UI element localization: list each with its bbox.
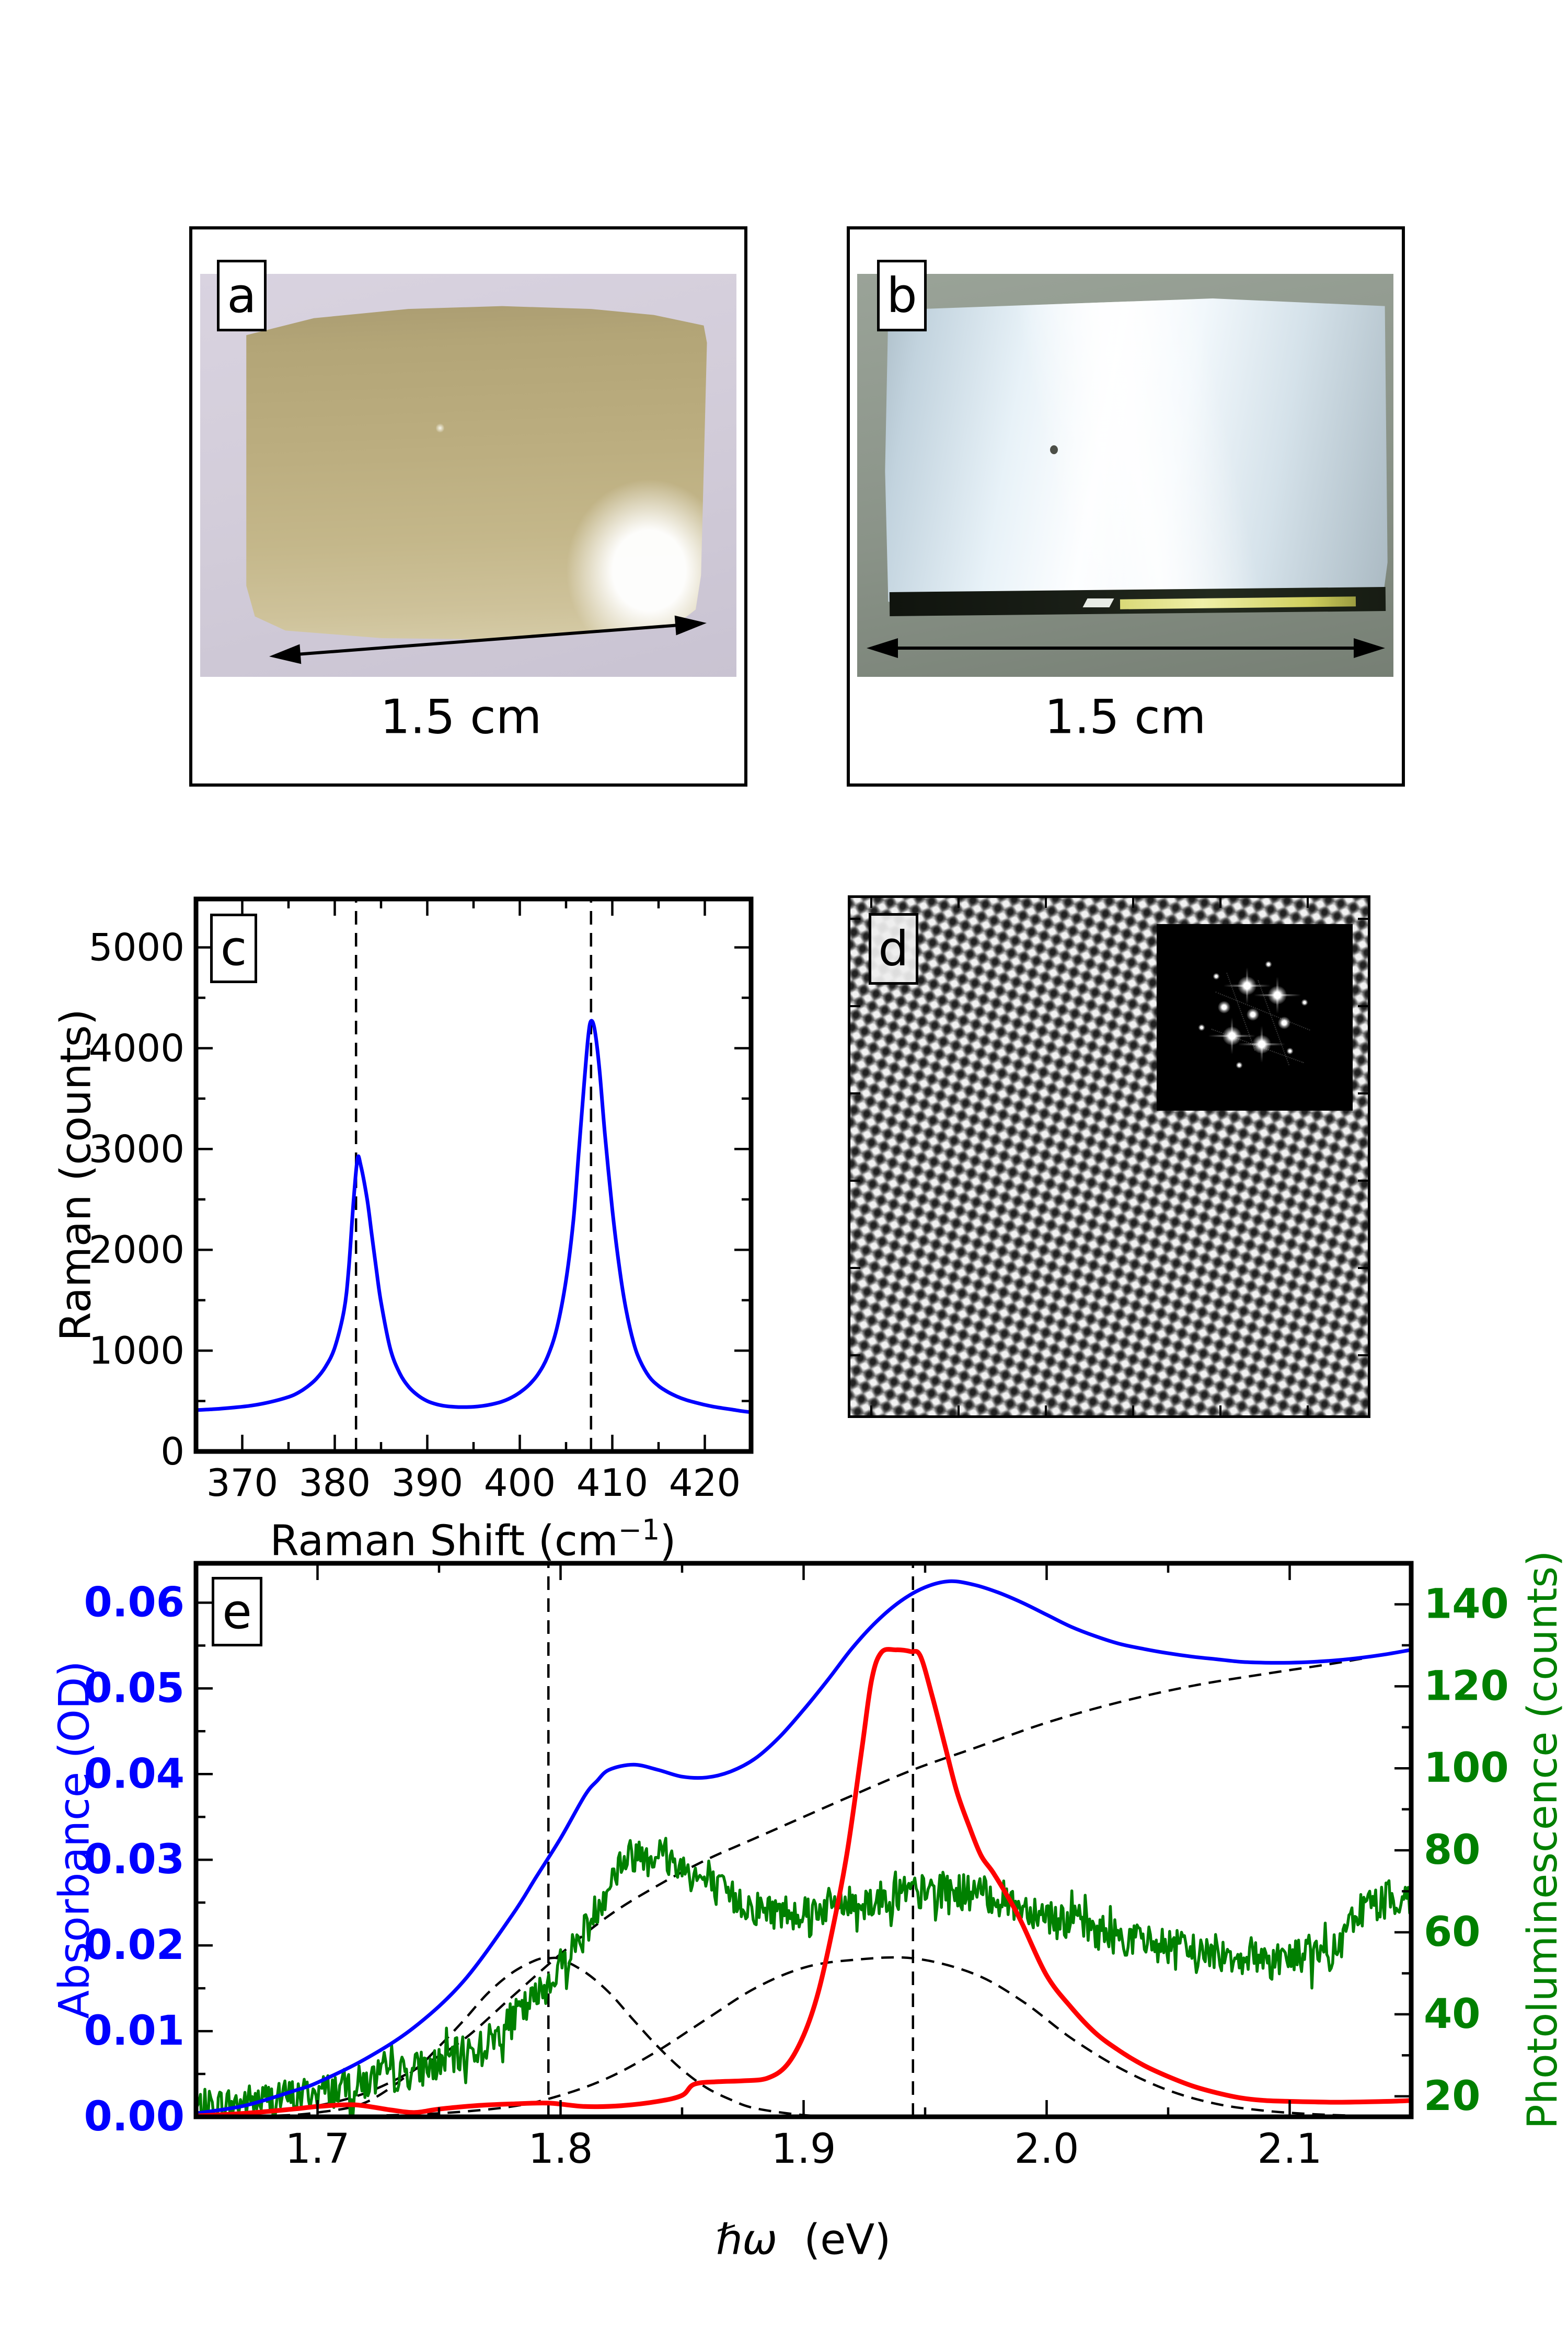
svg-text:0.02: 0.02 <box>84 1922 185 1969</box>
fit-gauss-2 <box>366 1956 1411 2117</box>
fft-spot-glint <box>1231 1018 1233 1055</box>
fft-diffraction-spot <box>1218 1000 1231 1013</box>
panel-d-stem-image <box>848 895 1370 1418</box>
panel-c-xlabel: Raman Shift (cm−1) <box>270 1514 676 1565</box>
panel-c-xlabel-close: ) <box>660 1516 676 1565</box>
fft-diffraction-spot <box>1213 973 1220 980</box>
svg-text:100: 100 <box>1424 1745 1509 1792</box>
svg-text:20: 20 <box>1424 2073 1481 2120</box>
fft-diffraction-spot <box>1301 999 1308 1006</box>
panel-e-xlabel-unit: (eV) <box>804 2215 891 2264</box>
svg-text:370: 370 <box>206 1461 278 1505</box>
panel-e-letter-box: e <box>212 1577 262 1646</box>
fft-inset <box>1157 924 1353 1111</box>
panel-a-box <box>189 226 747 787</box>
dust-dot <box>1050 445 1058 454</box>
svg-text:60: 60 <box>1424 1909 1481 1956</box>
panel-a-letter-box: a <box>217 260 267 331</box>
svg-text:80: 80 <box>1424 1827 1481 1874</box>
mirror-sheen <box>885 298 1388 612</box>
panel-c-tick-labels: 370 380 390 400 410 420 0 1000 2000 3000 4000 5000 <box>89 926 741 1505</box>
svg-text:5000: 5000 <box>89 926 185 970</box>
svg-text:4000: 4000 <box>89 1026 185 1070</box>
svg-text:380: 380 <box>299 1461 371 1505</box>
panel-a-photo <box>200 274 736 677</box>
fit-gauss-1 <box>196 1956 852 2117</box>
raman-spectrum <box>196 1019 751 1414</box>
fft-diffraction-spot <box>1286 1047 1294 1055</box>
fft-diffraction-spot <box>1236 1062 1242 1069</box>
panel-d-ticks <box>848 895 1370 1418</box>
panel-c-letter: c <box>220 920 247 976</box>
pl-green-noisy <box>196 1837 1411 2117</box>
fft-spot-glint <box>1276 976 1278 1013</box>
svg-text:0.01: 0.01 <box>84 2008 185 2055</box>
svg-text:120: 120 <box>1424 1663 1509 1710</box>
fft-spot-glint <box>1260 1026 1263 1063</box>
panel-e-ticks <box>196 1563 1411 2118</box>
panel-b-scale-text: 1.5 cm <box>1044 689 1206 745</box>
panel-c-xlabel-main: Raman Shift (cm <box>270 1516 618 1565</box>
fft-diffraction-spot <box>1246 1008 1259 1021</box>
panel-e-chart: 1.7 1.8 1.9 2.0 2.1 0.00 0.01 0.02 0.03 0.04 0.05 0… <box>84 1561 1509 2173</box>
svg-text:0.04: 0.04 <box>84 1750 185 1797</box>
svg-text:390: 390 <box>391 1461 463 1505</box>
fft-spot-glint <box>1246 967 1248 1004</box>
svg-text:0.05: 0.05 <box>84 1665 185 1712</box>
svg-text:0: 0 <box>160 1429 185 1473</box>
panel-e-xlabel: ℏω (eV) <box>716 2216 891 2264</box>
panel-d-letter-box: d <box>869 913 918 985</box>
pl-red <box>196 1647 1411 2117</box>
fft-diffraction-spot <box>1265 961 1272 968</box>
panel-e-xlabel-math: ℏω <box>716 2215 778 2264</box>
panel-a-scale-arrow <box>269 615 707 664</box>
panel-b-letter: b <box>886 268 917 324</box>
svg-text:0.03: 0.03 <box>84 1836 185 1883</box>
svg-text:40: 40 <box>1424 1991 1481 2038</box>
fft-diffraction-spot <box>1277 1017 1290 1030</box>
fit-background <box>196 1648 1411 2116</box>
sample-transparent-film <box>246 306 707 640</box>
fft-diffraction-spot <box>1198 1024 1205 1031</box>
panel-b-box <box>847 226 1405 787</box>
svg-text:420: 420 <box>669 1461 741 1505</box>
svg-text:3000: 3000 <box>89 1127 185 1171</box>
svg-text:410: 410 <box>577 1461 648 1505</box>
panel-c-letter-box: c <box>210 914 257 983</box>
panel-e-tick-labels: 1.7 1.8 1.9 2.0 2.1 0.00 0.01 0.02 0.03 0.04 0.05 0… <box>84 1579 1509 2173</box>
svg-text:0.06: 0.06 <box>84 1579 185 1626</box>
svg-text:140: 140 <box>1424 1581 1509 1628</box>
dust-speck <box>436 423 445 434</box>
svg-text:400: 400 <box>484 1461 556 1505</box>
panel-e-dashed-vlines <box>547 1563 914 2117</box>
panel-b-letter-box: b <box>877 260 927 331</box>
panel-b-scale-arrow <box>867 638 1385 658</box>
panel-a-letter: a <box>227 268 257 324</box>
panel-c-frame <box>193 896 754 1454</box>
panel-c-ticks <box>194 899 753 1453</box>
panel-b-photo <box>857 274 1393 677</box>
svg-text:2.0: 2.0 <box>1014 2126 1079 2173</box>
svg-text:1.8: 1.8 <box>528 2126 593 2173</box>
panel-a-scale-text: 1.5 cm <box>380 689 542 745</box>
svg-text:1000: 1000 <box>89 1329 185 1373</box>
svg-text:1.9: 1.9 <box>771 2126 836 2173</box>
panel-c-xlabel-sup: −1 <box>618 1513 660 1547</box>
panel-c-dashed-vlines <box>354 899 593 1451</box>
svg-text:2000: 2000 <box>89 1228 185 1272</box>
absorbance-blue <box>196 1579 1411 2115</box>
sample-mirror-film <box>885 298 1388 612</box>
svg-text:2.1: 2.1 <box>1257 2126 1322 2173</box>
panel-d-letter: d <box>878 921 909 977</box>
svg-text:0.00: 0.00 <box>84 2093 185 2140</box>
panel-c-chart: 370 380 390 400 410 420 0 1000 2000 3000 4000 5000 <box>89 896 754 1505</box>
glare-highlight <box>563 476 707 640</box>
svg-text:1.7: 1.7 <box>285 2126 350 2173</box>
panel-e-letter: e <box>222 1584 252 1640</box>
